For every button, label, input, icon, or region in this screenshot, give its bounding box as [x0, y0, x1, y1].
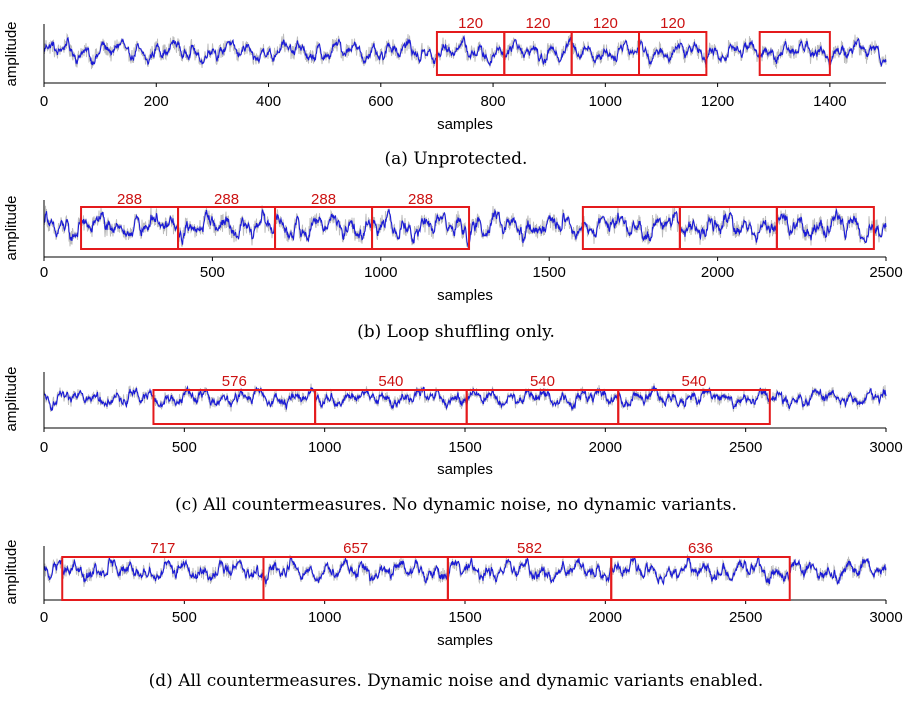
- panel-caption: (c) All countermeasures. No dynamic nois…: [175, 495, 737, 515]
- panel-a: 0 200 400 600 800 1000 1200 1400 samples amplitud…: [3, 15, 887, 169]
- x-tick-label: 1000: [589, 93, 622, 110]
- x-axis-label: samples: [437, 116, 493, 133]
- series-raw-trace: [43, 554, 887, 588]
- annotation-box: [638, 31, 708, 76]
- x-tick-label: 2500: [869, 264, 902, 281]
- x-tick-label: 500: [172, 609, 197, 626]
- x-tick-label: 2500: [729, 439, 762, 456]
- x-tick-label: 1500: [448, 439, 481, 456]
- annotation-box: [758, 31, 831, 76]
- x-tick-label: 0: [40, 264, 48, 281]
- series-smoothed-trace: [43, 208, 887, 249]
- x-tick-label: 1400: [813, 93, 846, 110]
- panel-caption: (d) All countermeasures. Dynamic noise a…: [149, 671, 764, 691]
- x-tick-label: 0: [40, 93, 48, 110]
- x-tick-label: 1500: [448, 609, 481, 626]
- panel-d: 0 500 1000 1500 2000 2500 3000 samples amplitude…: [3, 539, 903, 691]
- x-tick-label: 1000: [308, 609, 341, 626]
- x-tick-label: 1200: [701, 93, 734, 110]
- annotation-label: 540: [530, 373, 555, 390]
- annotation-label: 636: [688, 540, 713, 557]
- x-tick-label: 1500: [533, 264, 566, 281]
- annotation-label: 288: [117, 191, 142, 208]
- panel-b: 0 500 1000 1500 2000 2500 samples amplitude 288 2…: [3, 191, 903, 342]
- annotation-box: [371, 206, 471, 250]
- x-axis-label: samples: [437, 632, 493, 649]
- annotation-label: 657: [343, 540, 368, 557]
- annotation-label: 288: [408, 191, 433, 208]
- x-tick-label: 3000: [869, 609, 902, 626]
- annotation-label: 120: [660, 15, 685, 32]
- annotation-label: 288: [311, 191, 336, 208]
- annotation-label: 540: [682, 373, 707, 390]
- annotation-label: 540: [378, 373, 403, 390]
- x-tick-label: 0: [40, 609, 48, 626]
- y-axis-label: amplitude: [3, 21, 20, 86]
- x-tick-label: 1000: [308, 439, 341, 456]
- annotation-label: 582: [517, 540, 542, 557]
- x-tick-label: 600: [368, 93, 393, 110]
- x-axis-label: samples: [437, 461, 493, 478]
- annotation-label: 288: [214, 191, 239, 208]
- x-tick-label: 2000: [701, 264, 734, 281]
- x-tick-label: 500: [200, 264, 225, 281]
- annotation-label: 120: [458, 15, 483, 32]
- annotation-label: 120: [525, 15, 550, 32]
- x-tick-label: 200: [144, 93, 169, 110]
- annotation-label: 717: [150, 540, 175, 557]
- x-tick-label: 800: [481, 93, 506, 110]
- x-tick-label: 2000: [589, 439, 622, 456]
- x-axis-label: samples: [437, 287, 493, 304]
- panel-caption: (b) Loop shuffling only.: [357, 322, 555, 342]
- y-axis-label: amplitude: [3, 366, 20, 431]
- panel-caption: (a) Unprotected.: [385, 149, 528, 169]
- y-axis-label: amplitude: [3, 195, 20, 260]
- annotation-box: [617, 389, 771, 425]
- x-tick-label: 2000: [589, 609, 622, 626]
- y-axis-label: amplitude: [3, 539, 20, 604]
- annotation-label: 120: [593, 15, 618, 32]
- annotation-box: [610, 556, 791, 601]
- series-smoothed-trace: [43, 35, 887, 68]
- series-smoothed-trace: [43, 385, 887, 412]
- panel-c: 0 500 1000 1500 2000 2500 3000 samples amplitude…: [3, 366, 903, 515]
- x-tick-label: 0: [40, 439, 48, 456]
- x-tick-label: 3000: [869, 439, 902, 456]
- annotation-box: [775, 206, 875, 250]
- annotation-label: 576: [222, 373, 247, 390]
- x-tick-label: 2500: [729, 609, 762, 626]
- x-tick-label: 400: [256, 93, 281, 110]
- x-tick-label: 500: [172, 439, 197, 456]
- series-smoothed-trace: [43, 555, 887, 586]
- x-tick-label: 1000: [364, 264, 397, 281]
